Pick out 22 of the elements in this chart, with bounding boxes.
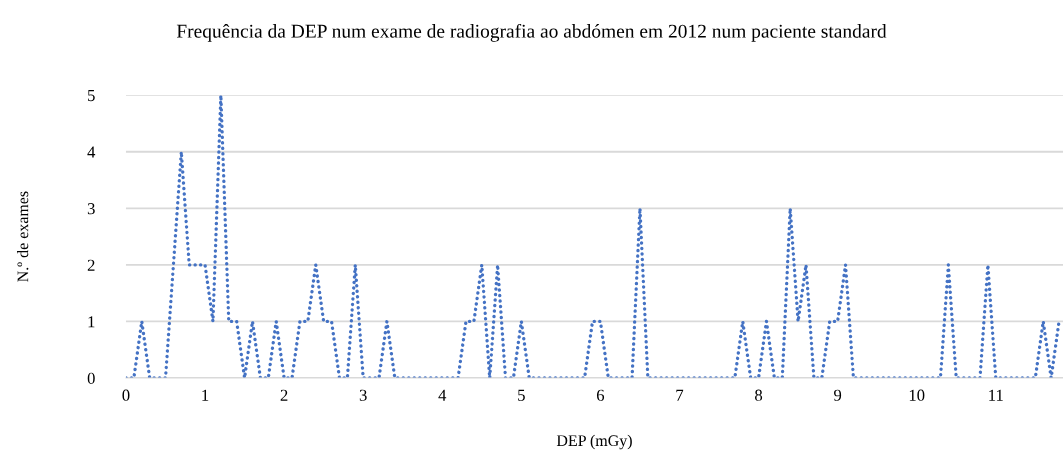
x-tick-label: 9 xyxy=(834,389,842,401)
x-tick-label: 2 xyxy=(280,389,288,401)
x-tick-label: 10 xyxy=(909,389,925,401)
chart-title: Frequência da DEP num exame de radiografia ao abdómen em 2012 num paciente standard xyxy=(176,23,887,42)
y-tick-label: 5 xyxy=(88,90,95,102)
x-tick-label: 0 xyxy=(122,389,130,401)
y-tick-label: 0 xyxy=(87,372,95,384)
y-tick-label: 1 xyxy=(88,316,95,328)
x-tick-label: 5 xyxy=(518,389,525,401)
y-axis-title: N.º de exames xyxy=(17,191,29,282)
y-tick-label: 3 xyxy=(87,203,95,215)
x-tick-label: 1 xyxy=(202,389,209,401)
y-tick-label: 4 xyxy=(87,146,96,158)
x-tick-label: 6 xyxy=(596,389,605,401)
x-tick-label: 4 xyxy=(438,389,447,401)
x-tick-label: 7 xyxy=(676,389,684,401)
x-axis-title: DEP (mGy) xyxy=(556,434,632,450)
y-tick-label: 2 xyxy=(87,259,95,271)
x-tick-label: 11 xyxy=(989,389,1003,401)
line-series xyxy=(125,95,1061,379)
x-tick-label: 3 xyxy=(359,389,367,401)
x-tick-label: 8 xyxy=(755,389,763,401)
